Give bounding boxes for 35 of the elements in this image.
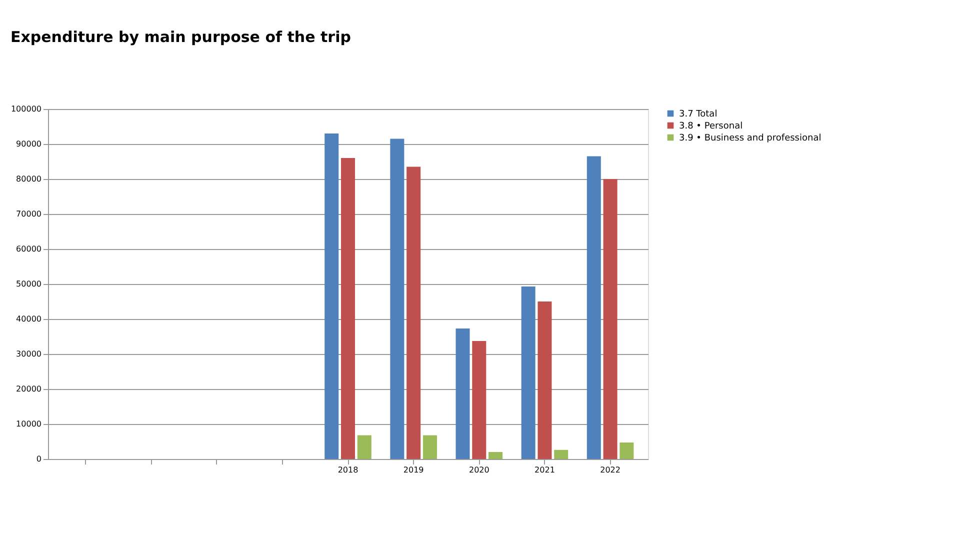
bar <box>472 341 486 459</box>
bar <box>390 138 404 459</box>
y-tick-label: 20000 <box>16 384 42 394</box>
x-tick-label: 2018 <box>338 466 358 474</box>
y-tick-label: 30000 <box>16 350 42 358</box>
y-tick-label: 90000 <box>16 140 42 148</box>
bar <box>406 166 421 459</box>
bar <box>603 179 618 459</box>
legend-label: 3.8 • Personal <box>679 122 743 132</box>
y-tick-label: 100000 <box>10 104 42 114</box>
x-tick-label: 2020 <box>468 466 490 474</box>
bar <box>521 286 536 459</box>
y-tick-label: 40000 <box>16 314 42 324</box>
y-tick-label: 0 <box>36 454 42 464</box>
x-tick-label: 2021 <box>534 466 555 474</box>
y-tick-label: 80000 <box>16 174 42 184</box>
bar <box>488 452 503 459</box>
legend-label: 3.9 • Business and professional <box>679 134 822 144</box>
x-tick-label: 2019 <box>403 466 424 474</box>
y-tick-label: 50000 <box>16 280 42 288</box>
bar <box>620 442 634 459</box>
legend-label: 3.7 Total <box>679 110 718 120</box>
chart-title: Expenditure by main purpose of the trip <box>10 28 352 46</box>
y-tick-label: 10000 <box>16 420 42 428</box>
y-tick-label: 60000 <box>16 244 42 254</box>
y-tick-label: 70000 <box>16 210 42 218</box>
x-tick-label: 2022 <box>600 466 620 474</box>
bar <box>341 158 355 459</box>
bar <box>324 134 339 459</box>
bar <box>586 156 601 459</box>
bar <box>554 450 568 459</box>
bar <box>456 328 470 459</box>
bar <box>422 435 437 459</box>
bar <box>357 435 372 459</box>
bar <box>538 302 552 459</box>
